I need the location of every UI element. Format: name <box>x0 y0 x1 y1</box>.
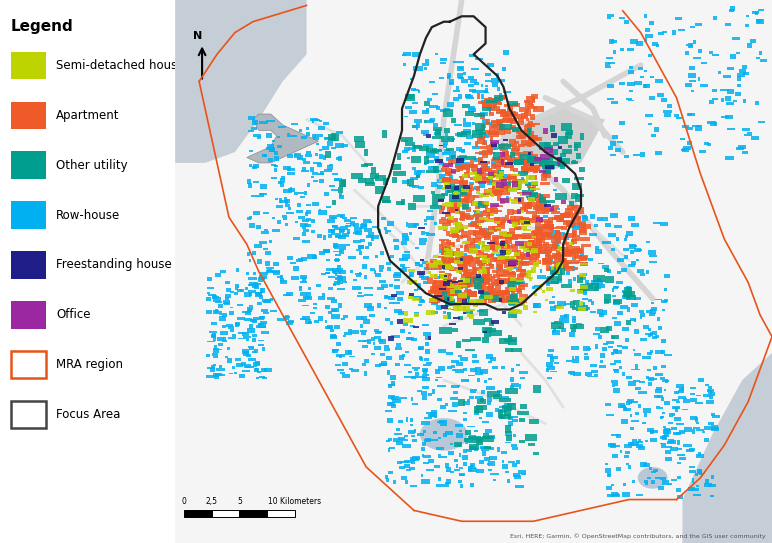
Bar <box>267 510 295 517</box>
Polygon shape <box>175 0 772 543</box>
Text: Office: Office <box>56 308 90 321</box>
Text: Apartment: Apartment <box>56 109 120 122</box>
Bar <box>11 251 46 279</box>
Text: Row-house: Row-house <box>56 209 120 222</box>
Bar <box>11 151 46 179</box>
Text: Freestanding house: Freestanding house <box>56 258 172 272</box>
Text: Semi-detached house: Semi-detached house <box>56 59 185 72</box>
Polygon shape <box>682 353 772 543</box>
Bar <box>11 301 46 329</box>
Polygon shape <box>247 114 319 163</box>
Text: Focus Area: Focus Area <box>56 408 120 421</box>
Bar <box>11 52 46 79</box>
Bar <box>11 351 46 378</box>
Ellipse shape <box>638 467 668 489</box>
Text: Esri, HERE; Garmin, © OpenStreetMap contributors, and the GIS user community: Esri, HERE; Garmin, © OpenStreetMap cont… <box>510 533 766 539</box>
Text: MRA region: MRA region <box>56 358 123 371</box>
Bar <box>11 201 46 229</box>
Polygon shape <box>503 109 605 174</box>
Bar <box>185 510 212 517</box>
Ellipse shape <box>420 418 468 451</box>
Text: Other utility: Other utility <box>56 159 127 172</box>
Polygon shape <box>175 0 306 163</box>
Text: 10 Kilometers: 10 Kilometers <box>268 497 321 506</box>
Text: 5: 5 <box>237 497 242 506</box>
Bar <box>239 510 267 517</box>
Text: N: N <box>193 31 202 41</box>
Text: Legend: Legend <box>11 19 73 34</box>
Bar <box>11 401 46 428</box>
Bar <box>212 510 239 517</box>
Text: 2,5: 2,5 <box>206 497 218 506</box>
Text: 0: 0 <box>181 497 187 506</box>
Bar <box>11 102 46 129</box>
